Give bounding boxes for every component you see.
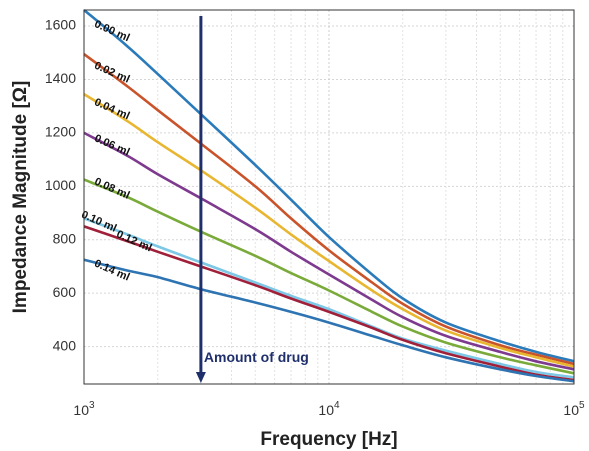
series-line-6 [83, 225, 575, 382]
series-line-2 [83, 92, 575, 368]
x-tick-label: 104 [318, 400, 340, 418]
x-tick-exponent: 3 [89, 400, 95, 411]
grid [84, 10, 574, 384]
x-tick-label: 105 [563, 400, 585, 418]
series-line-3 [83, 131, 575, 371]
y-tick-label: 1400 [45, 70, 76, 86]
x-axis-label: Frequency [Hz] [260, 429, 397, 450]
series-line-0 [83, 9, 575, 363]
y-tick-label: 1000 [45, 177, 76, 193]
x-tick-base: 10 [563, 402, 579, 418]
series-line-5 [83, 217, 575, 379]
series-line-7 [83, 258, 575, 383]
x-tick-base: 10 [318, 402, 334, 418]
series-line-1 [83, 53, 575, 366]
annotation-text: Amount of drug [204, 349, 309, 365]
y-axis-label: Impedance Magnitude [Ω] [10, 81, 31, 314]
y-tick-labels: 400 600 800 1000 1200 1400 1600 [45, 17, 76, 354]
x-tick-base: 10 [73, 402, 89, 418]
series-line-4 [83, 178, 575, 375]
y-tick-label: 800 [53, 230, 77, 246]
y-tick-label: 1200 [45, 124, 76, 140]
y-tick-label: 400 [53, 337, 77, 353]
y-tick-label: 600 [53, 284, 77, 300]
x-tick-label: 103 [73, 400, 95, 418]
plot-frame [83, 9, 575, 385]
x-tick-exponent: 5 [579, 400, 585, 411]
y-tick-label: 1600 [45, 17, 76, 33]
x-tick-labels: 103 104 105 [73, 400, 585, 418]
x-tick-exponent: 4 [334, 400, 340, 411]
series-group [83, 9, 575, 383]
annotation: Amount of drug [195, 16, 309, 383]
drug-arrow-head [195, 372, 206, 383]
